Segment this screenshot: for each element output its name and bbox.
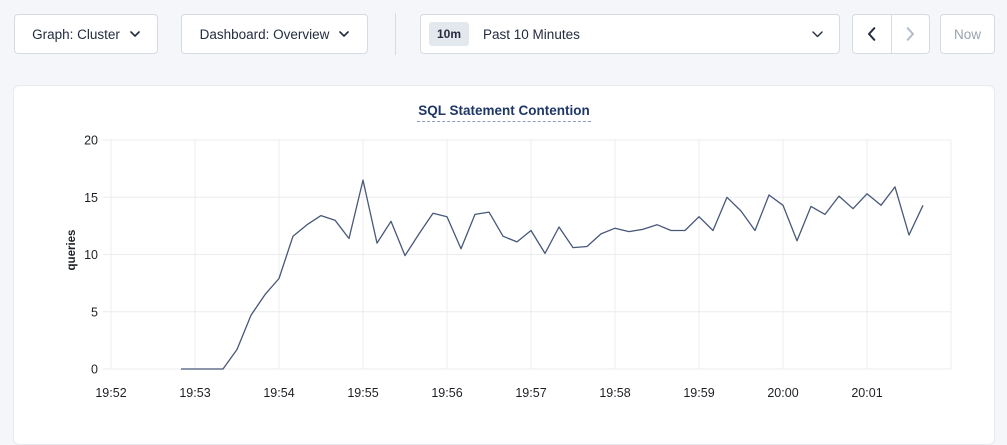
page: { "colors": { "page_background": "#f4f6f… [13,13,995,445]
chevron-down-icon [130,31,140,37]
x-tick-label: 19:54 [263,386,294,400]
x-tick-label: 19:55 [347,386,378,400]
x-tick-label: 19:56 [431,386,462,400]
series-line [181,179,924,370]
x-tick-label: 20:00 [767,386,798,400]
dashboard-dropdown[interactable]: Dashboard: Overview [181,14,368,54]
time-range-dropdown[interactable]: 10m Past 10 Minutes [420,14,840,54]
y-tick-label: 20 [84,134,98,148]
prev-time-button[interactable] [853,15,892,53]
time-step-button-group [852,14,930,54]
now-button[interactable]: Now [940,14,995,54]
chevron-right-icon [906,27,915,41]
chevron-down-icon [812,30,823,38]
chevron-left-icon [867,27,876,41]
x-tick-label: 20:01 [851,386,882,400]
y-tick-label: 5 [91,305,98,319]
line-chart: 0 5 10 15 20 19:52 19:53 19:54 19:55 19:56 19:57 19… [84,134,952,400]
chevron-down-icon [339,31,350,37]
toolbar-divider [395,13,396,55]
chart-title-row: SQL Statement Contention [14,103,994,122]
time-range-label: Past 10 Minutes [483,26,580,42]
x-tick-label: 19:57 [515,386,546,400]
dashboard-dropdown-label: Dashboard: Overview [199,26,330,42]
time-range-badge: 10m [429,22,470,46]
next-time-button[interactable] [892,15,930,53]
x-tick-label: 19:53 [179,386,210,400]
chart-title[interactable]: SQL Statement Contention [417,103,591,122]
graph-dropdown[interactable]: Graph: Cluster [14,14,158,54]
y-tick-label: 15 [84,191,98,205]
y-tick-label: 10 [84,248,98,262]
graph-dropdown-label: Graph: Cluster [32,26,120,42]
x-tick-label: 19:58 [599,386,630,400]
x-tick-label: 19:59 [683,386,714,400]
chart-card: SQL Statement Contention queries 0 5 10 15 2… [13,85,995,445]
y-tick-label: 0 [91,363,98,377]
x-tick-label: 19:52 [95,386,126,400]
